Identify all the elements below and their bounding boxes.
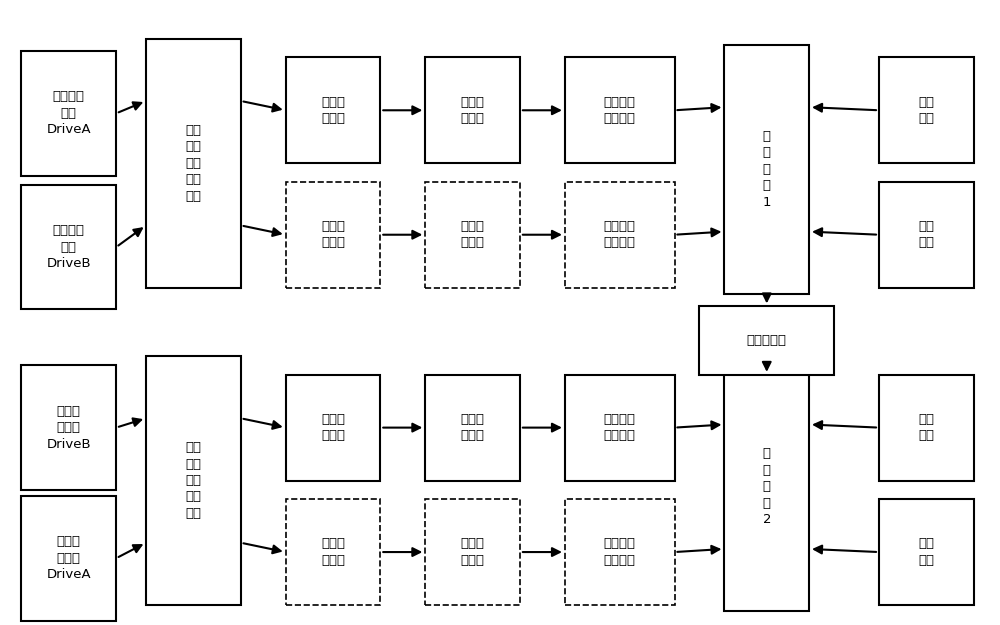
Text: 脉冲调刻
信号
DriveB: 脉冲调刻 信号 DriveB [46,224,91,270]
Text: 密勒
电路: 密勒 电路 [918,538,934,567]
Text: 延迟加
速电路: 延迟加 速电路 [461,96,485,125]
Bar [879,499,974,605]
Bar [146,39,241,288]
Bar [425,499,520,605]
Text: 延迟加
速电路: 延迟加 速电路 [461,220,485,249]
Bar [879,375,974,481]
Bar [879,182,974,288]
Bar [565,499,675,605]
Bar [21,366,116,490]
Bar [146,356,241,605]
Bar [286,182,380,288]
Text: 隔直耦
合电路: 隔直耦 合电路 [321,413,345,442]
Text: 吸收
电路: 吸收 电路 [918,413,934,442]
Text: 脉冲驱
动信号
DriveB: 脉冲驱 动信号 DriveB [46,404,91,451]
Text: 栅极电阴
切换电路: 栅极电阴 切换电路 [604,538,636,567]
Bar [286,499,380,605]
Text: 栅极电阴
切换电路: 栅极电阴 切换电路 [604,220,636,249]
Bar [21,496,116,621]
Bar [286,58,380,163]
Text: 延迟加
速电路: 延迟加 速电路 [461,538,485,567]
Text: 隔直耦
合电路: 隔直耦 合电路 [321,538,345,567]
Text: 隔直耦
合电路: 隔直耦 合电路 [321,96,345,125]
Text: 密勒
电路: 密勒 电路 [918,220,934,249]
Bar [21,51,116,176]
Bar [425,182,520,288]
Bar [286,375,380,481]
Bar [699,306,834,375]
Text: 栅极电阴
切换电路: 栅极电阴 切换电路 [604,413,636,442]
Text: 吸收
电路: 吸收 电路 [918,96,934,125]
Bar [879,58,974,163]
Text: 开
关
桥
臂
1: 开 关 桥 臂 1 [763,130,771,209]
Text: 开
关
桥
臂
2: 开 关 桥 臂 2 [763,448,771,526]
Bar [565,58,675,163]
Text: 驱动
放大
以及
自举
电路: 驱动 放大 以及 自举 电路 [185,124,201,202]
Bar [565,182,675,288]
Text: 变压器负载: 变压器负载 [747,334,787,347]
Text: 驱动
放大
以及
自举
电路: 驱动 放大 以及 自举 电路 [185,441,201,520]
Bar [21,185,116,309]
Bar [425,58,520,163]
Text: 脉冲调刻
信号
DriveA: 脉冲调刻 信号 DriveA [46,91,91,136]
Text: 栅极电阴
切换电路: 栅极电阴 切换电路 [604,96,636,125]
Bar [724,45,809,294]
Text: 隔直耦
合电路: 隔直耦 合电路 [321,220,345,249]
Text: 延迟加
速电路: 延迟加 速电路 [461,413,485,442]
Bar [425,375,520,481]
Bar [565,375,675,481]
Bar [724,362,809,611]
Text: 脉冲驱
动信号
DriveA: 脉冲驱 动信号 DriveA [46,535,91,581]
